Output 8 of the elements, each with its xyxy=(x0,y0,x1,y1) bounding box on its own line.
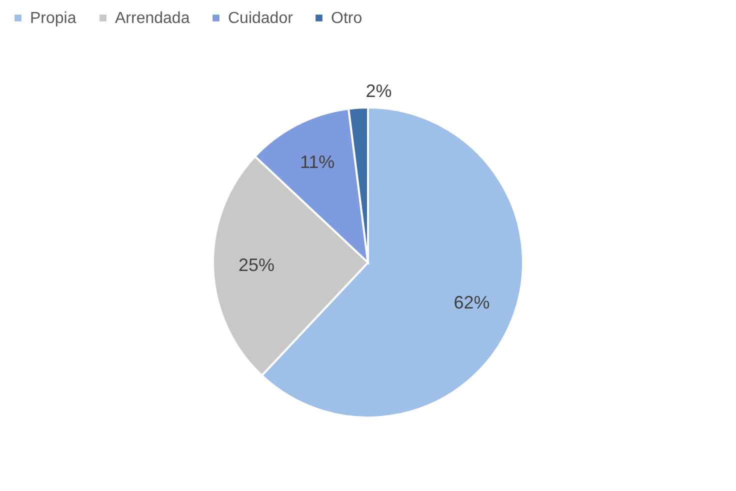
legend-label: Propia xyxy=(30,10,76,27)
data-label: 62% xyxy=(454,292,490,313)
data-label: 2% xyxy=(366,80,392,101)
data-label: 11% xyxy=(300,152,335,172)
legend-label: Cuidador xyxy=(228,10,294,27)
legend-label: Arrendada xyxy=(115,10,190,27)
legend-label: Otro xyxy=(331,10,362,27)
data-label: 25% xyxy=(238,255,274,276)
